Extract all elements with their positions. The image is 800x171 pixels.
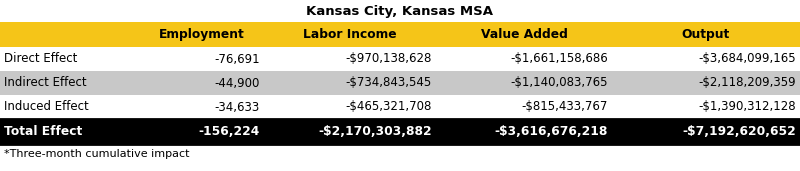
Bar xyxy=(436,119,612,144)
Bar xyxy=(140,119,264,144)
Text: -$2,118,209,359: -$2,118,209,359 xyxy=(698,76,796,89)
Bar xyxy=(264,71,436,95)
Text: Labor Income: Labor Income xyxy=(303,28,397,41)
Text: *Three-month cumulative impact: *Three-month cumulative impact xyxy=(4,149,190,159)
Text: Output: Output xyxy=(682,28,730,41)
Bar xyxy=(0,22,140,47)
Text: -$2,170,303,882: -$2,170,303,882 xyxy=(318,125,432,138)
Text: -$1,390,312,128: -$1,390,312,128 xyxy=(698,101,796,114)
Text: Employment: Employment xyxy=(159,28,245,41)
Bar xyxy=(436,22,612,47)
Bar xyxy=(264,119,436,144)
Bar xyxy=(436,95,612,119)
Text: Kansas City, Kansas MSA: Kansas City, Kansas MSA xyxy=(306,5,494,18)
Bar xyxy=(264,22,436,47)
Text: -$7,192,620,652: -$7,192,620,652 xyxy=(682,125,796,138)
Bar xyxy=(264,95,436,119)
Bar xyxy=(0,95,140,119)
Text: -$3,684,099,165: -$3,684,099,165 xyxy=(698,52,796,65)
Bar xyxy=(140,95,264,119)
Bar xyxy=(140,71,264,95)
Text: Total Effect: Total Effect xyxy=(4,125,82,138)
Text: -$970,138,628: -$970,138,628 xyxy=(346,52,432,65)
Bar xyxy=(264,47,436,71)
Text: -44,900: -44,900 xyxy=(214,76,260,89)
Bar xyxy=(0,119,140,144)
Text: -76,691: -76,691 xyxy=(214,52,260,65)
Text: -$1,140,083,765: -$1,140,083,765 xyxy=(510,76,608,89)
Bar xyxy=(140,47,264,71)
Text: Induced Effect: Induced Effect xyxy=(4,101,89,114)
Text: -$3,616,676,218: -$3,616,676,218 xyxy=(494,125,608,138)
Bar xyxy=(612,47,800,71)
Bar xyxy=(0,47,140,71)
Bar xyxy=(0,2,800,22)
Bar xyxy=(612,71,800,95)
Bar xyxy=(436,71,612,95)
Bar xyxy=(612,22,800,47)
Text: -156,224: -156,224 xyxy=(198,125,260,138)
Text: -$465,321,708: -$465,321,708 xyxy=(346,101,432,114)
Bar xyxy=(436,47,612,71)
Text: Indirect Effect: Indirect Effect xyxy=(4,76,86,89)
Text: -34,633: -34,633 xyxy=(214,101,260,114)
Text: Value Added: Value Added xyxy=(481,28,567,41)
Text: -$815,433,767: -$815,433,767 xyxy=(522,101,608,114)
Bar xyxy=(612,119,800,144)
Text: -$1,661,158,686: -$1,661,158,686 xyxy=(510,52,608,65)
Bar xyxy=(612,95,800,119)
Text: -$734,843,545: -$734,843,545 xyxy=(346,76,432,89)
Bar xyxy=(0,71,140,95)
Text: Direct Effect: Direct Effect xyxy=(4,52,78,65)
Bar xyxy=(140,22,264,47)
